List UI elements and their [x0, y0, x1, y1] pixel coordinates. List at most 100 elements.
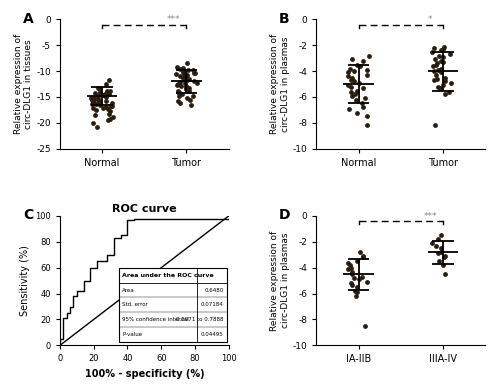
Point	[88, 96, 96, 102]
Point	[109, 114, 117, 120]
Point	[358, 274, 366, 280]
Point	[430, 68, 438, 74]
Point	[105, 111, 113, 117]
Point	[352, 258, 360, 264]
Point	[440, 46, 448, 52]
Point	[439, 54, 447, 60]
Point	[356, 63, 364, 69]
Point	[363, 113, 371, 120]
Point	[179, 69, 187, 75]
Point	[180, 80, 188, 86]
Point	[432, 242, 440, 249]
Point	[176, 90, 184, 97]
Point	[348, 93, 356, 99]
Text: B: B	[279, 12, 290, 26]
Point	[99, 105, 107, 111]
Point	[184, 88, 192, 94]
Text: C: C	[23, 208, 33, 222]
Point	[347, 280, 355, 286]
Point	[351, 288, 359, 294]
Point	[352, 62, 360, 68]
Point	[358, 253, 366, 259]
Point	[350, 275, 358, 281]
Point	[358, 100, 366, 107]
Point	[361, 95, 369, 101]
Point	[176, 73, 184, 79]
Point	[361, 323, 369, 329]
Point	[350, 68, 358, 74]
Point	[430, 122, 438, 128]
Point	[181, 75, 189, 81]
Point	[432, 76, 440, 82]
Point	[437, 69, 445, 76]
Point	[435, 258, 443, 264]
Point	[102, 81, 110, 87]
Point	[430, 77, 438, 83]
Y-axis label: Relative expression of
circ-DLG1 in plasmas: Relative expression of circ-DLG1 in plas…	[270, 34, 290, 134]
Point	[183, 95, 191, 101]
Point	[363, 72, 371, 78]
Point	[184, 86, 192, 92]
Point	[348, 74, 356, 81]
Point	[356, 276, 364, 282]
Point	[94, 94, 102, 100]
Text: 0.5071 to 0.7888: 0.5071 to 0.7888	[176, 317, 224, 322]
Point	[352, 284, 360, 290]
Y-axis label: Relative expression of
circ-DLG1 in tissues: Relative expression of circ-DLG1 in tiss…	[14, 34, 34, 134]
Point	[446, 51, 454, 57]
Point	[107, 103, 115, 109]
Point	[176, 79, 184, 85]
Point	[442, 253, 450, 259]
Point	[358, 85, 366, 91]
Point	[88, 101, 96, 107]
Point	[178, 91, 186, 97]
Point	[434, 67, 442, 73]
Point	[442, 74, 450, 81]
Point	[437, 232, 445, 239]
Point	[102, 97, 110, 104]
Point	[87, 95, 95, 101]
Point	[428, 240, 436, 246]
Point	[90, 120, 98, 126]
Point	[428, 48, 436, 55]
Point	[435, 52, 443, 59]
Point	[187, 102, 195, 108]
Point	[432, 62, 440, 68]
Point	[90, 94, 98, 100]
Point	[434, 236, 442, 242]
Point	[174, 89, 182, 95]
Point	[440, 43, 448, 50]
Point	[348, 281, 356, 288]
Text: *: *	[428, 15, 432, 24]
Point	[106, 108, 114, 114]
Point	[352, 293, 360, 299]
Point	[445, 89, 453, 95]
Point	[442, 78, 450, 85]
Point	[360, 58, 368, 64]
Point	[96, 99, 104, 105]
Point	[175, 94, 183, 100]
Point	[356, 80, 364, 86]
Point	[102, 104, 110, 110]
Point	[181, 74, 189, 80]
Point	[363, 67, 371, 73]
Point	[352, 87, 360, 94]
Point	[348, 89, 356, 95]
Point	[438, 249, 446, 255]
Point	[102, 90, 110, 96]
Point	[438, 47, 446, 54]
Point	[108, 103, 116, 109]
Point	[92, 100, 100, 107]
Point	[174, 81, 182, 87]
Point	[348, 268, 356, 275]
Point	[106, 88, 114, 94]
Point	[184, 87, 192, 93]
Point	[94, 124, 102, 130]
Point	[344, 73, 352, 80]
Point	[104, 117, 112, 123]
Point	[185, 76, 193, 82]
Point	[442, 271, 450, 277]
Point	[431, 56, 439, 62]
Point	[183, 72, 191, 78]
Point	[188, 93, 196, 99]
